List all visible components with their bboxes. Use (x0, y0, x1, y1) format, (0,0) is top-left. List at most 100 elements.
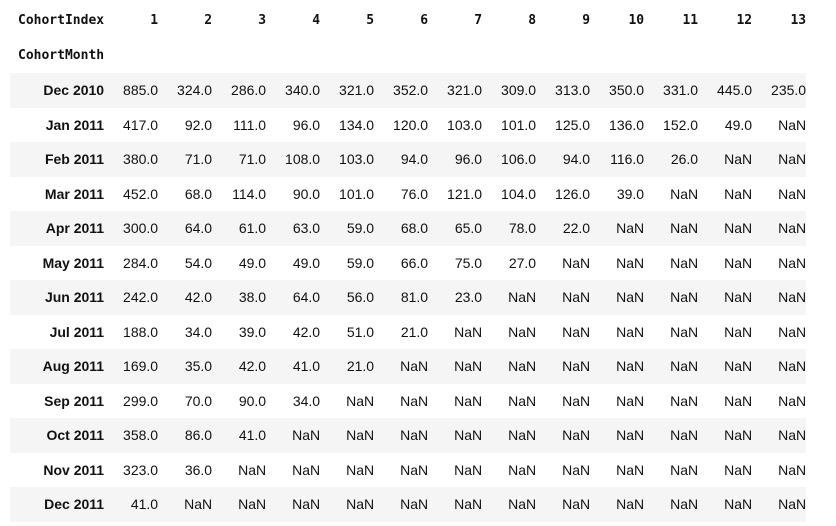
table-cell: NaN (616, 323, 645, 340)
column-header: 11 (682, 13, 699, 28)
table-cell: NaN (670, 392, 699, 409)
table-cell: 75.0 (454, 254, 483, 271)
table-cell: 36.0 (184, 461, 213, 478)
table-cell: 71.0 (184, 151, 213, 168)
table-cell: NaN (670, 461, 699, 478)
empty-header-cell (590, 38, 644, 73)
table-cell: 26.0 (670, 151, 699, 168)
cohort-table: CohortIndex 1 2 3 4 5 6 7 8 9 10 11 12 13 CohortMont… (10, 3, 807, 522)
table-cell: NaN (724, 254, 753, 271)
table-cell: NaN (454, 392, 483, 409)
column-header: 5 (366, 13, 375, 28)
table-cell: NaN (778, 358, 807, 375)
table-row: Jun 2011 242.0 42.0 38.0 64.0 56.0 81.0 23.0 NaN… (10, 280, 807, 315)
table-cell: 68.0 (184, 185, 213, 202)
table-cell: 380.0 (123, 151, 159, 168)
table-cell: 323.0 (123, 461, 159, 478)
table-cell: NaN (778, 220, 807, 237)
table-row: Mar 2011 452.0 68.0 114.0 90.0 101.0 76.0 121.0… (10, 177, 806, 212)
table-cell: 42.0 (184, 289, 213, 306)
row-label: Apr 2011 (45, 220, 105, 237)
table-cell: NaN (562, 392, 591, 409)
row-label: Feb 2011 (44, 151, 105, 168)
table-cell: 94.0 (562, 151, 591, 168)
table-cell: 121.0 (447, 185, 483, 202)
table-cell: NaN (238, 496, 267, 513)
table-cell: 39.0 (616, 185, 645, 202)
row-label: Dec 2011 (44, 496, 105, 513)
table-cell: 101.0 (501, 116, 537, 133)
table-cell: 286.0 (231, 82, 267, 99)
column-header: 10 (628, 13, 645, 28)
table-cell: NaN (778, 427, 807, 444)
table-cell: NaN (400, 427, 429, 444)
table-cell: NaN (778, 185, 807, 202)
empty-header-cell (482, 38, 536, 73)
table-cell: 21.0 (346, 358, 375, 375)
empty-header-cell (320, 38, 374, 73)
table-cell: NaN (616, 289, 645, 306)
table-cell: 23.0 (454, 289, 483, 306)
table-cell: NaN (400, 392, 429, 409)
column-header: 6 (420, 13, 429, 28)
table-cell: 96.0 (454, 151, 483, 168)
row-index-name: CohortMonth (18, 48, 105, 63)
table-cell: NaN (184, 496, 213, 513)
table-cell: 90.0 (292, 185, 321, 202)
table-cell: 42.0 (238, 358, 267, 375)
column-header: 12 (736, 13, 753, 28)
table-cell: NaN (562, 254, 591, 271)
table-cell: NaN (562, 323, 591, 340)
table-cell: 64.0 (184, 220, 213, 237)
table-cell: 116.0 (610, 151, 645, 168)
column-index-name: CohortIndex (18, 13, 105, 28)
table-row: Jul 2011 188.0 34.0 39.0 42.0 51.0 21.0 NaN NaN N… (10, 315, 807, 350)
table-cell: 34.0 (292, 392, 321, 409)
empty-header-cell (104, 38, 158, 73)
table-cell: 41.0 (130, 496, 159, 513)
table-cell: NaN (454, 461, 483, 478)
table-cell: NaN (508, 496, 537, 513)
column-header-row: CohortIndex 1 2 3 4 5 6 7 8 9 10 11 12 13 (10, 3, 806, 38)
table-cell: 59.0 (346, 220, 375, 237)
table-cell: NaN (670, 427, 699, 444)
table-cell: 340.0 (285, 82, 321, 99)
empty-header-cell (374, 38, 428, 73)
table-cell: NaN (778, 289, 807, 306)
table-cell: 38.0 (238, 289, 267, 306)
table-cell: NaN (724, 461, 753, 478)
table-cell: 242.0 (123, 289, 159, 306)
table-cell: 34.0 (184, 323, 213, 340)
column-header: 7 (474, 13, 483, 28)
table-cell: NaN (508, 392, 537, 409)
table-cell: 114.0 (232, 185, 267, 202)
table-cell: 49.0 (238, 254, 267, 271)
table-cell: NaN (508, 461, 537, 478)
table-cell: 321.0 (447, 82, 483, 99)
table-cell: 106.0 (501, 151, 537, 168)
table-cell: NaN (346, 427, 375, 444)
table-cell: 64.0 (292, 289, 321, 306)
table-cell: 68.0 (400, 220, 429, 237)
table-cell: 235.0 (771, 82, 807, 99)
table-cell: 78.0 (508, 220, 537, 237)
table-cell: 358.0 (123, 427, 159, 444)
table-cell: 90.0 (238, 392, 267, 409)
table-cell: NaN (670, 496, 699, 513)
table-cell: NaN (292, 496, 321, 513)
table-cell: 452.0 (123, 185, 159, 202)
table-row: Feb 2011 380.0 71.0 71.0 108.0 103.0 94.0 96.0 1… (10, 142, 807, 177)
table-cell: NaN (778, 254, 807, 271)
table-cell: NaN (670, 289, 699, 306)
table-cell: NaN (454, 496, 483, 513)
table-cell: NaN (724, 392, 753, 409)
table-cell: 39.0 (238, 323, 267, 340)
table-cell: 94.0 (400, 151, 429, 168)
table-cell: NaN (616, 496, 645, 513)
table-row: Dec 2011 41.0 NaN NaN NaN NaN NaN NaN NaN NaN NaN N… (10, 487, 807, 522)
table-cell: 352.0 (393, 82, 429, 99)
table-row: Jan 2011 417.0 92.0 111.0 96.0 134.0 120.0 103.… (10, 108, 806, 143)
column-header: 1 (150, 13, 159, 28)
table-cell: NaN (400, 461, 429, 478)
